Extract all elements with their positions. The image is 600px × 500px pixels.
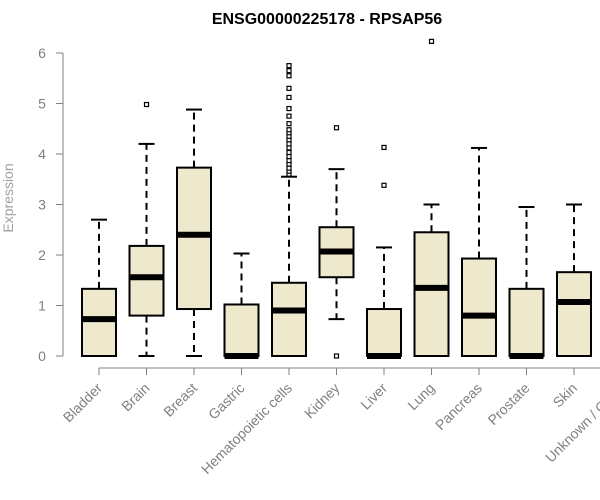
- x-tick-label: Kidney: [301, 380, 343, 422]
- box-2: [176, 108, 212, 357]
- outlier-point: [286, 141, 292, 147]
- x-tick-label: Prostate: [484, 380, 532, 428]
- box-body: [128, 244, 165, 317]
- y-tick-label: 1: [38, 298, 46, 314]
- outlier-point: [143, 101, 150, 108]
- box-body: [461, 257, 497, 357]
- box-3: [223, 252, 260, 359]
- y-tick-label: 4: [38, 146, 46, 162]
- box-body: [176, 166, 212, 311]
- outlier-point: [428, 38, 435, 44]
- box-9: [508, 206, 545, 359]
- x-tick-label: Lung: [404, 380, 437, 413]
- x-tick-label: Brain: [118, 380, 152, 414]
- y-axis-label: Expression: [0, 163, 16, 232]
- box-0: [81, 218, 117, 357]
- y-tick-label: 0: [38, 348, 46, 364]
- y-axis: 0 1 2 3 4 5 6: [38, 45, 64, 364]
- box-body: [271, 281, 307, 357]
- outlier-point: [286, 145, 292, 151]
- y-tick-label: 6: [38, 45, 46, 61]
- outlier-point: [286, 149, 292, 156]
- x-tick-label: Skin: [550, 380, 581, 411]
- x-tick-label: Bladder: [60, 380, 106, 426]
- x-tick-label: Pancreas: [432, 380, 485, 433]
- outlier-point: [286, 73, 292, 79]
- x-tick-label: Liver: [357, 380, 390, 413]
- box-6: [366, 144, 402, 359]
- box-body: [223, 303, 260, 357]
- box-body: [366, 308, 402, 358]
- box-1: [128, 101, 165, 357]
- outlier-point: [286, 68, 292, 74]
- outlier-point: [286, 153, 292, 160]
- outlier-point: [286, 85, 292, 91]
- x-tick-label: Gastric: [205, 380, 248, 423]
- box-body: [508, 287, 545, 357]
- box-body: [556, 271, 592, 358]
- y-tick-label: 3: [38, 197, 46, 213]
- outlier-point: [286, 127, 292, 133]
- outlier-point: [286, 113, 292, 119]
- outlier-point: [333, 353, 340, 359]
- box-10: [556, 203, 592, 358]
- outlier-point: [286, 121, 292, 127]
- plot-area: [81, 38, 592, 359]
- chart-title: ENSG00000225178 - RPSAP56: [212, 11, 442, 28]
- outlier-point: [286, 165, 292, 171]
- box-7: [413, 38, 450, 357]
- box-4: [271, 63, 307, 357]
- box-5: [318, 125, 355, 359]
- x-tick-label: Breast: [160, 380, 200, 420]
- outlier-point: [286, 157, 292, 164]
- outlier-point: [333, 125, 340, 131]
- box-body: [413, 231, 450, 357]
- y-tick-label: 5: [38, 96, 46, 112]
- outlier-point: [381, 182, 387, 188]
- box-body: [81, 287, 117, 357]
- y-tick-label: 2: [38, 247, 46, 263]
- outlier-point: [286, 105, 292, 112]
- outlier-point: [286, 94, 292, 101]
- box-8: [461, 146, 497, 357]
- outlier-point: [381, 144, 387, 151]
- x-tick-label: Hematopoietic cells: [198, 380, 295, 477]
- outlier-point: [286, 63, 292, 69]
